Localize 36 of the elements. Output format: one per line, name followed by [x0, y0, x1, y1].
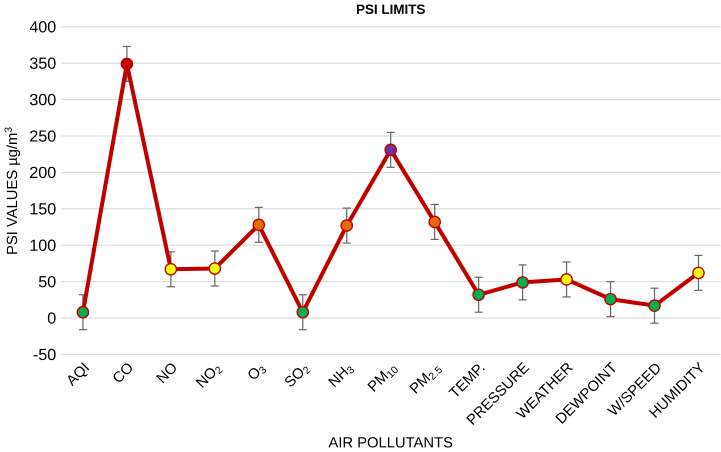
point	[648, 299, 661, 312]
y-tick-label: 100	[30, 240, 56, 251]
point	[76, 306, 90, 319]
y-tick-label: 50	[38, 276, 56, 288]
point	[296, 306, 310, 319]
point	[560, 273, 573, 286]
y-tick-label: 0	[48, 312, 56, 324]
x-tick-label: PM$_{10}$	[367, 366, 398, 392]
x-tick-label: AQI	[68, 362, 90, 386]
x-tick-label: NO	[156, 364, 176, 384]
point	[120, 58, 134, 70]
point	[252, 218, 266, 232]
y-tick-label: 350	[30, 57, 56, 69]
y-tick-label: 250	[30, 130, 56, 142]
x-tick-label: O$_{3}$	[248, 366, 266, 379]
point	[164, 262, 178, 276]
y-tick-label: 400	[30, 21, 56, 32]
chart-title: PSI LIMITS	[356, 4, 425, 14]
y-tick-label: 300	[30, 94, 56, 106]
point	[208, 262, 222, 275]
x-axis-title: AIR POLLUTANTS	[328, 437, 452, 448]
y-tick-label: 200	[30, 166, 56, 178]
point	[604, 292, 617, 306]
point	[340, 219, 354, 232]
x-tick-label: NO$_{2}$	[196, 366, 223, 388]
y-tick-label: 150	[30, 203, 56, 215]
y-axis-title: PSI VALUES µg/m$^{3}$	[4, 127, 20, 254]
point	[384, 144, 398, 156]
point	[472, 288, 485, 302]
y-tick-label: -50	[34, 348, 56, 360]
point	[516, 276, 529, 289]
x-tick-label: NH$_{3}$	[328, 366, 354, 388]
x-tick-label: CO	[114, 364, 132, 382]
x-tick-label: PM$_{2.5}$	[409, 366, 442, 394]
point	[428, 216, 441, 228]
x-tick-label: SO$_{2}$	[285, 366, 311, 386]
